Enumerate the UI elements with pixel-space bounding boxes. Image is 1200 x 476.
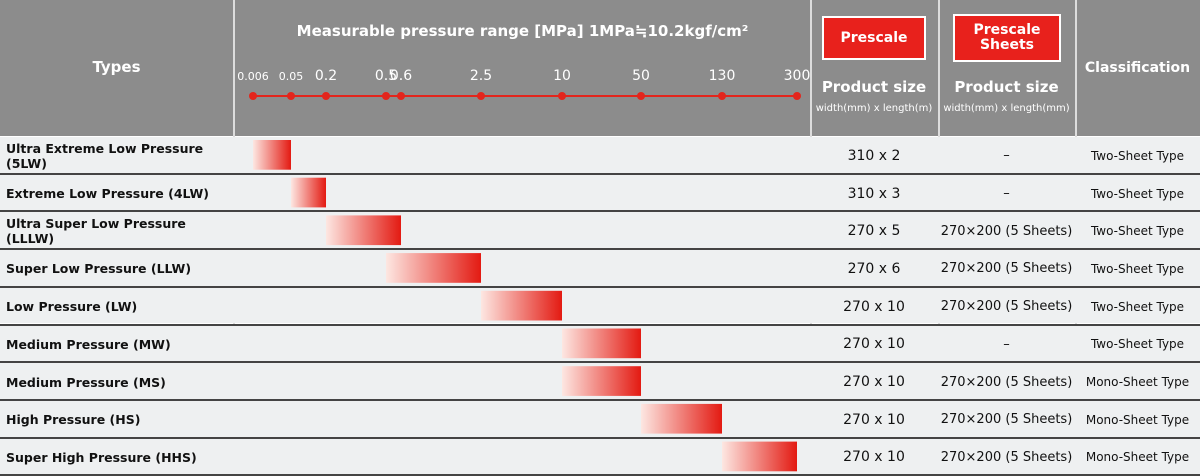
row-border xyxy=(0,210,1200,213)
tick-dot xyxy=(477,92,485,100)
tick-dot xyxy=(637,92,645,100)
type-cell: Extreme Low Pressure (4LW) xyxy=(6,186,210,202)
sheets-cell: 270×200 (5 Sheets) xyxy=(940,299,1073,315)
sheets-cell: 270×200 (5 Sheets) xyxy=(940,449,1073,465)
size-cell: 270 x 10 xyxy=(843,298,905,315)
tick-dot xyxy=(382,92,390,100)
size-cell: 270 x 6 xyxy=(847,260,901,277)
class-cell: Two-Sheet Type xyxy=(1090,224,1185,239)
class-cell: Mono-Sheet Type xyxy=(1085,412,1190,427)
sheets-cell: 270×200 (5 Sheets) xyxy=(940,223,1073,239)
row-border xyxy=(0,172,1200,175)
sheets-cell: 270×200 (5 Sheets) xyxy=(940,261,1073,277)
tick-label: 0.2 xyxy=(315,68,337,84)
row-border xyxy=(0,398,1200,401)
type-cell: High Pressure (HS) xyxy=(6,412,141,428)
class-cell: Two-Sheet Type xyxy=(1090,261,1185,276)
row-border xyxy=(0,285,1200,288)
sheets-cell: 270×200 (5 Sheets) xyxy=(940,374,1073,390)
tick-label: 2.5 xyxy=(470,68,492,84)
size-cell: 310 x 2 xyxy=(847,147,901,164)
tick-dot xyxy=(718,92,726,100)
tick-label: 10 xyxy=(553,68,571,84)
tick-label: 300 xyxy=(784,68,811,84)
sheets-cell: – xyxy=(1003,186,1010,202)
size-cell: 270 x 5 xyxy=(847,223,901,240)
class-cell: Two-Sheet Type xyxy=(1090,148,1185,163)
tick-label: 0.05 xyxy=(279,70,304,83)
type-cell: Ultra Extreme Low Pressure (5LW) xyxy=(6,140,204,171)
sheets-cell: – xyxy=(1003,148,1010,164)
sheets-cell: 270×200 (5 Sheets) xyxy=(940,412,1073,428)
row-bg xyxy=(0,438,1200,475)
sheets-badge: Prescale Sheets xyxy=(953,14,1061,62)
range-bar xyxy=(326,215,401,246)
type-cell: Super High Pressure (HHS) xyxy=(6,449,197,465)
tick-dot xyxy=(397,92,405,100)
range-bar xyxy=(386,253,481,283)
class-cell: Mono-Sheet Type xyxy=(1085,375,1190,390)
types-header: Types xyxy=(92,58,141,76)
row-border xyxy=(0,323,1200,326)
size-cell: 270 x 10 xyxy=(843,411,905,428)
row-border xyxy=(0,248,1200,251)
range-bar xyxy=(253,140,291,170)
row-bg xyxy=(0,400,1200,437)
row-bg xyxy=(0,212,1200,249)
row-border xyxy=(0,474,1200,476)
range-bar xyxy=(641,403,722,434)
class-cell: Two-Sheet Type xyxy=(1090,186,1185,201)
range-bar xyxy=(562,328,641,359)
range-bar xyxy=(562,366,641,396)
classification-header: Classification xyxy=(1084,60,1191,76)
class-cell: Two-Sheet Type xyxy=(1090,337,1185,352)
row-bg xyxy=(0,137,1200,173)
tick-dot xyxy=(793,92,801,100)
tick-label: 0.006 xyxy=(237,70,269,83)
tick-label: 50 xyxy=(632,68,650,84)
class-cell: Two-Sheet Type xyxy=(1090,299,1185,314)
tick-label: 0.5 xyxy=(375,68,397,84)
tick-label: 0.6 xyxy=(390,68,412,84)
tick-dot xyxy=(287,92,295,100)
sheets-cell: – xyxy=(1003,336,1010,352)
row-bg xyxy=(0,174,1200,211)
type-cell: Medium Pressure (MW) xyxy=(6,336,171,352)
size-header: Product size xyxy=(954,78,1059,96)
range-bar xyxy=(481,290,562,321)
range-bar xyxy=(291,177,326,208)
type-cell: Ultra Super Low Pressure (LLLW) xyxy=(6,216,186,247)
tick-dot xyxy=(558,92,566,100)
row-bg xyxy=(0,250,1200,286)
type-cell: Low Pressure (LW) xyxy=(6,299,138,315)
size-cell: 270 x 10 xyxy=(843,336,905,353)
prescale-badge: Prescale xyxy=(822,16,926,60)
size-cell: 310 x 3 xyxy=(847,185,901,202)
size-header: Product size xyxy=(821,78,927,96)
type-cell: Super Low Pressure (LLW) xyxy=(6,261,192,277)
unit: width(mm) x length(m) xyxy=(815,103,933,114)
range-title: Measurable pressure range [MPa] 1MPa≒10.… xyxy=(296,22,749,40)
tick-label: 130 xyxy=(709,68,736,84)
class-cell: Mono-Sheet Type xyxy=(1085,450,1190,465)
size-cell: 270 x 10 xyxy=(843,449,905,466)
row-border xyxy=(0,361,1200,364)
unit: width(mm) x length(mm) xyxy=(943,103,1070,114)
row-border xyxy=(0,436,1200,439)
tick-dot xyxy=(322,92,330,100)
size-cell: 270 x 10 xyxy=(843,374,905,391)
tick-dot xyxy=(249,92,257,100)
range-bar xyxy=(722,441,797,472)
row-bg xyxy=(0,287,1200,324)
type-cell: Medium Pressure (MS) xyxy=(6,374,166,390)
